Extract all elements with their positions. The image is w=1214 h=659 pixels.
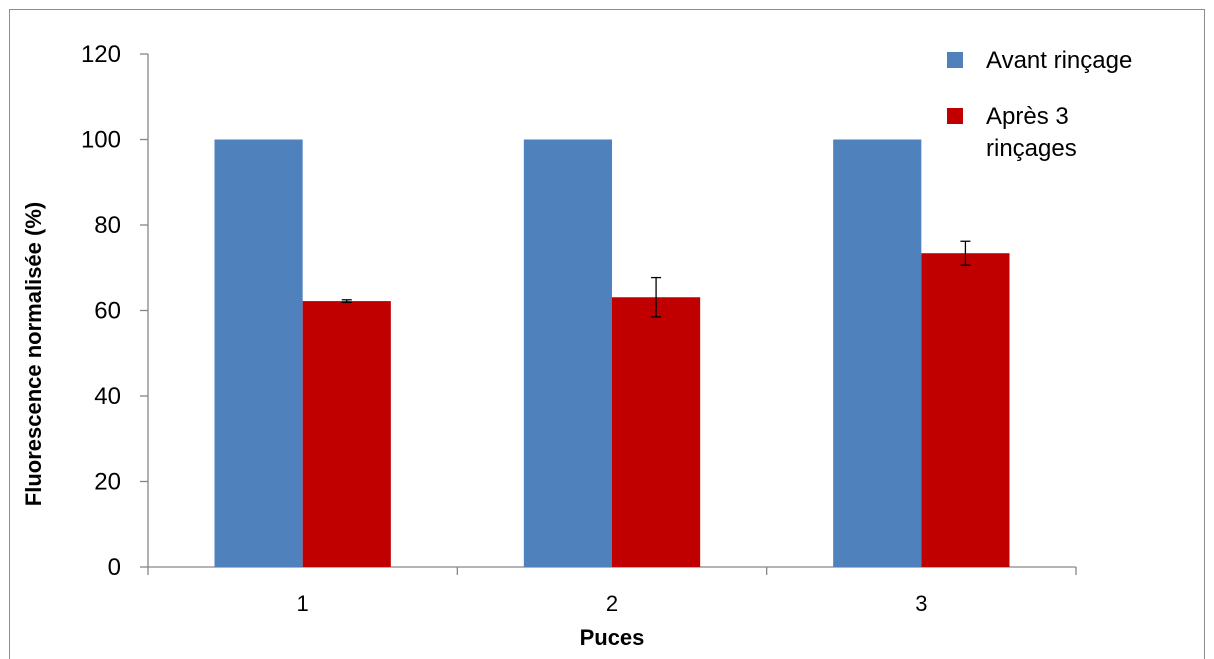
chart-frame [9, 9, 1205, 659]
legend-swatch [947, 52, 963, 68]
x-axis-label: Puces [580, 625, 645, 650]
legend: Avant rinçage Après 3 rinçages [947, 47, 1132, 162]
y-tick-label: 120 [81, 41, 121, 68]
legend-label: rinçages [986, 135, 1077, 162]
x-axis: 1 2 3 [147, 566, 1077, 616]
bar [214, 139, 303, 567]
bar [612, 297, 701, 567]
y-axis: 0 20 40 60 80 100 120 [81, 41, 149, 581]
y-tick-label: 80 [94, 212, 121, 239]
bar [921, 253, 1010, 567]
y-tick-label: 40 [94, 383, 121, 410]
x-tick-label: 3 [915, 591, 927, 616]
y-tick-label: 100 [81, 127, 121, 154]
y-tick-label: 0 [108, 554, 121, 581]
legend-label: Avant rinçage [986, 47, 1132, 74]
bars [214, 139, 1010, 567]
bar [523, 139, 612, 567]
y-axis-label: Fluorescence normalisée (%) [21, 202, 46, 506]
bar [833, 139, 922, 567]
x-tick-label: 2 [606, 591, 618, 616]
y-tick-label: 20 [94, 469, 121, 496]
x-tick-label: 1 [297, 591, 309, 616]
bar [302, 301, 391, 567]
legend-swatch [947, 108, 963, 124]
y-tick-label: 60 [94, 298, 121, 325]
legend-label: Après 3 [986, 103, 1069, 130]
error-bars [341, 240, 971, 318]
